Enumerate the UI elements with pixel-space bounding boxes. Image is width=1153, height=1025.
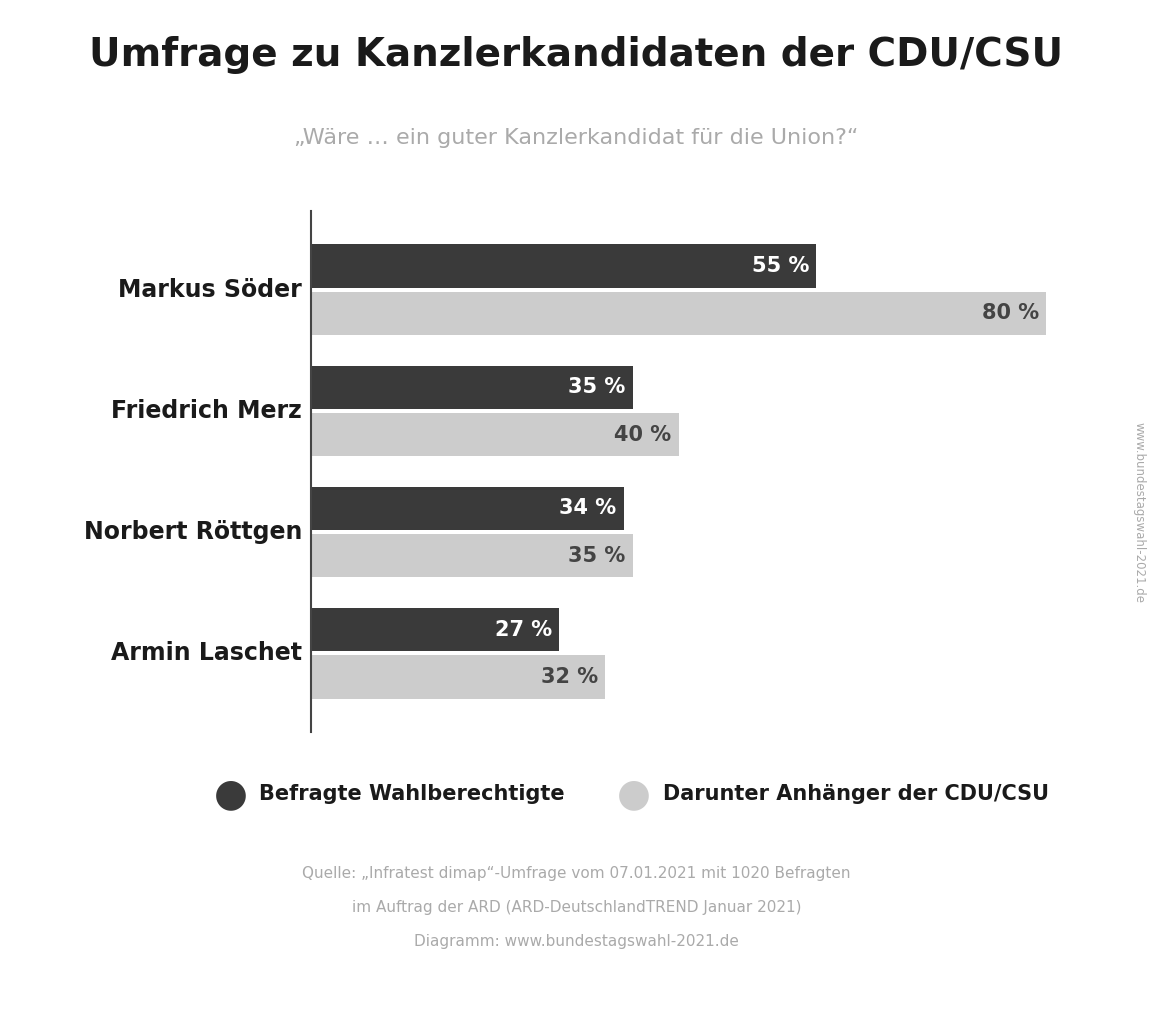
Text: 55 %: 55 % [752, 256, 809, 276]
Text: 35 %: 35 % [568, 377, 625, 398]
Text: 35 %: 35 % [568, 545, 625, 566]
Text: 32 %: 32 % [541, 667, 598, 687]
Text: Friedrich Merz: Friedrich Merz [112, 399, 302, 423]
Text: Umfrage zu Kanzlerkandidaten der CDU/CSU: Umfrage zu Kanzlerkandidaten der CDU/CSU [90, 36, 1063, 74]
Text: 80 %: 80 % [981, 303, 1039, 324]
Bar [311, 534, 633, 577]
Bar [311, 487, 624, 530]
Text: Armin Laschet: Armin Laschet [111, 642, 302, 665]
Text: Quelle: „Infratest dimap“-Umfrage vom 07.01.2021 mit 1020 Befragten: Quelle: „Infratest dimap“-Umfrage vom 07… [302, 866, 851, 882]
Text: im Auftrag der ARD (ARD-DeutschlandTREND Januar 2021): im Auftrag der ARD (ARD-DeutschlandTREND… [352, 900, 801, 915]
Bar [311, 413, 679, 456]
Text: ●: ● [617, 775, 651, 814]
Text: www.bundestagswahl-2021.de: www.bundestagswahl-2021.de [1132, 422, 1146, 603]
Bar [311, 292, 1046, 335]
Text: Befragte Wahlberechtigte: Befragte Wahlberechtigte [259, 784, 565, 805]
Text: Darunter Anhänger der CDU/CSU: Darunter Anhänger der CDU/CSU [663, 784, 1049, 805]
Text: 27 %: 27 % [495, 619, 552, 640]
Text: Markus Söder: Markus Söder [119, 278, 302, 301]
Bar [311, 655, 605, 699]
Text: ●: ● [213, 775, 248, 814]
Text: 40 %: 40 % [615, 424, 671, 445]
Text: Diagramm: www.bundestagswahl-2021.de: Diagramm: www.bundestagswahl-2021.de [414, 934, 739, 949]
Bar [311, 608, 559, 652]
Text: Norbert Röttgen: Norbert Röttgen [84, 520, 302, 544]
Text: 34 %: 34 % [559, 498, 616, 519]
Bar [311, 366, 633, 409]
Text: „Wäre … ein guter Kanzlerkandidat für die Union?“: „Wäre … ein guter Kanzlerkandidat für di… [294, 128, 859, 149]
Bar [311, 244, 816, 288]
